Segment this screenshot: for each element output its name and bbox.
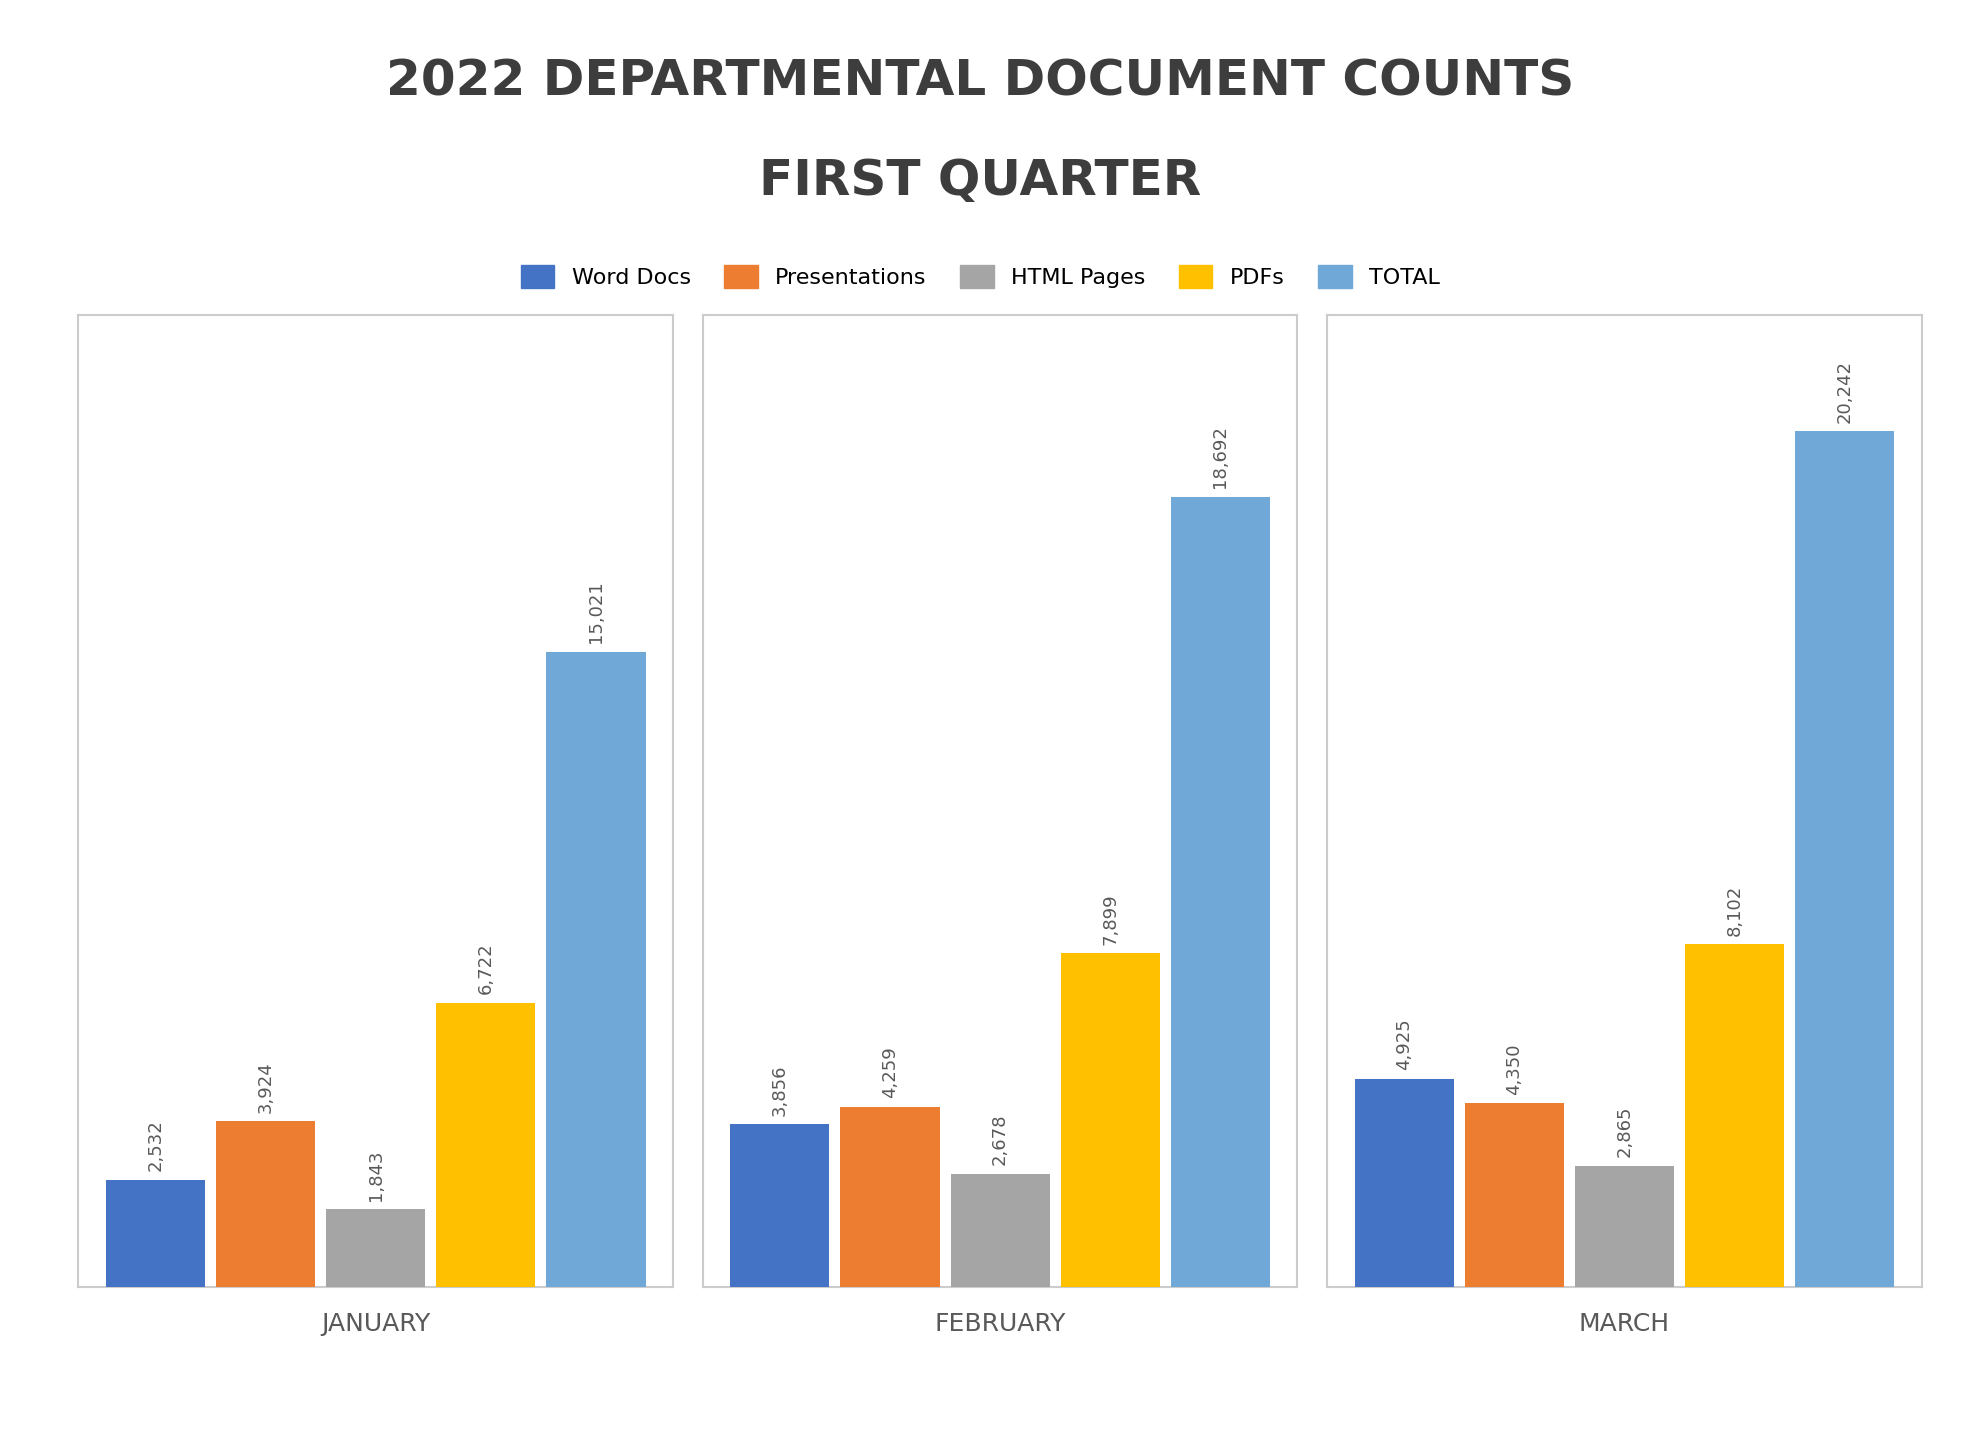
Bar — [435, 1002, 535, 1287]
Text: FIRST QUARTER: FIRST QUARTER — [759, 157, 1202, 206]
Text: 6,722: 6,722 — [477, 942, 494, 994]
Text: 2,678: 2,678 — [990, 1114, 1010, 1165]
Legend: Word Docs, Presentations, HTML Pages, PDFs, TOTAL: Word Docs, Presentations, HTML Pages, PD… — [510, 255, 1451, 299]
Bar — [1355, 1078, 1453, 1287]
X-axis label: MARCH: MARCH — [1579, 1311, 1671, 1336]
Bar — [106, 1180, 206, 1287]
Text: 3,924: 3,924 — [257, 1061, 275, 1113]
Text: 4,259: 4,259 — [880, 1047, 898, 1098]
Bar — [1171, 496, 1271, 1287]
Bar — [951, 1174, 1049, 1287]
Bar — [729, 1124, 830, 1287]
Bar — [1465, 1103, 1565, 1287]
Bar — [326, 1210, 426, 1287]
Text: 1,843: 1,843 — [367, 1150, 384, 1201]
Text: 4,925: 4,925 — [1394, 1018, 1414, 1070]
X-axis label: FEBRUARY: FEBRUARY — [935, 1311, 1065, 1336]
Text: 7,899: 7,899 — [1102, 892, 1120, 945]
Text: 8,102: 8,102 — [1726, 885, 1743, 937]
Bar — [1794, 432, 1894, 1287]
Bar — [547, 652, 645, 1287]
X-axis label: JANUARY: JANUARY — [322, 1311, 429, 1336]
Bar — [1684, 944, 1785, 1287]
Text: 18,692: 18,692 — [1212, 425, 1230, 488]
Text: 20,242: 20,242 — [1835, 360, 1853, 423]
Bar — [1575, 1165, 1675, 1287]
Bar — [841, 1107, 939, 1287]
Text: 15,021: 15,021 — [586, 581, 606, 644]
Text: 4,350: 4,350 — [1506, 1042, 1524, 1094]
Text: 2,532: 2,532 — [147, 1120, 165, 1171]
Bar — [1061, 952, 1159, 1287]
Text: 2022 DEPARTMENTAL DOCUMENT COUNTS: 2022 DEPARTMENTAL DOCUMENT COUNTS — [386, 57, 1575, 106]
Bar — [216, 1121, 316, 1287]
Text: 3,856: 3,856 — [771, 1064, 788, 1115]
Text: 2,865: 2,865 — [1616, 1105, 1634, 1157]
